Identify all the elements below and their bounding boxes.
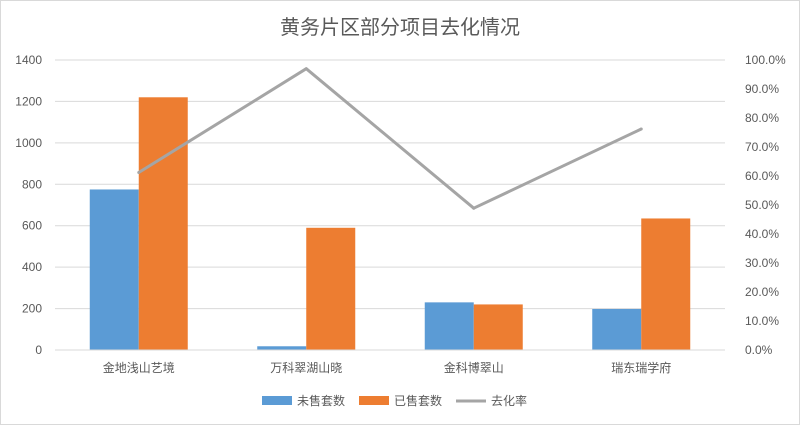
y-tick-label: 400 [22,260,42,274]
line-point [639,127,643,131]
x-axis: 金地浅山艺境 万科翠湖山晓 金科博翠山 瑞东瑞学府 [55,349,725,375]
legend-swatch [262,396,292,405]
x-tick-label: 金地浅山艺境 [103,360,175,375]
bar-series [89,97,691,351]
x-tick-label: 瑞东瑞学府 [611,360,671,375]
y2-tick-label: 80.0% [745,111,779,125]
y-tick-label: 600 [22,219,42,233]
bar-sold [138,97,188,351]
bar-unsold [89,189,139,350]
bar-unsold [257,346,307,350]
legend: 未售套数 已售套数 去化率 [262,393,527,408]
y-tick-label: 1000 [15,136,42,150]
line-point [472,206,476,210]
y2-tick-label: 0.0% [745,343,773,357]
line-series [137,67,643,210]
bar-unsold [592,308,642,350]
line-point [304,67,308,71]
legend-label: 去化率 [491,393,527,408]
legend-swatch [359,396,389,405]
y-tick-label: 1200 [15,94,42,108]
y-tick-label: 0 [35,343,42,357]
y-axis-left: 0 200 400 600 800 1000 1200 1400 [15,53,42,357]
y2-tick-label: 40.0% [745,227,779,241]
y2-tick-label: 30.0% [745,256,779,270]
bar-sold [306,227,356,350]
y2-tick-label: 100.0% [745,53,786,67]
legend-label: 已售套数 [394,393,442,408]
bar-sold [641,218,691,350]
y2-tick-label: 10.0% [745,314,779,328]
y2-tick-label: 50.0% [745,198,779,212]
y2-tick-label: 70.0% [745,140,779,154]
y-tick-label: 800 [22,177,42,191]
y-axis-right: 0.0% 10.0% 20.0% 30.0% 40.0% 50.0% 60.0% 70.0% 8… [745,53,786,357]
y2-tick-label: 60.0% [745,169,779,183]
line-sell-through-rate [137,67,642,210]
y2-tick-label: 90.0% [745,82,779,96]
x-tick-label: 万科翠湖山晓 [270,360,342,375]
bar-unsold [424,302,474,350]
legend-label: 未售套数 [297,393,345,408]
y-tick-label: 1400 [15,53,42,67]
y2-tick-label: 20.0% [745,285,779,299]
line-point [137,171,141,175]
chart-title: 黄务片区部分项目去化情况 [280,16,520,39]
bar-sold [473,304,523,350]
x-tick-label: 金科博翠山 [444,360,504,375]
y-tick-label: 200 [22,302,42,316]
